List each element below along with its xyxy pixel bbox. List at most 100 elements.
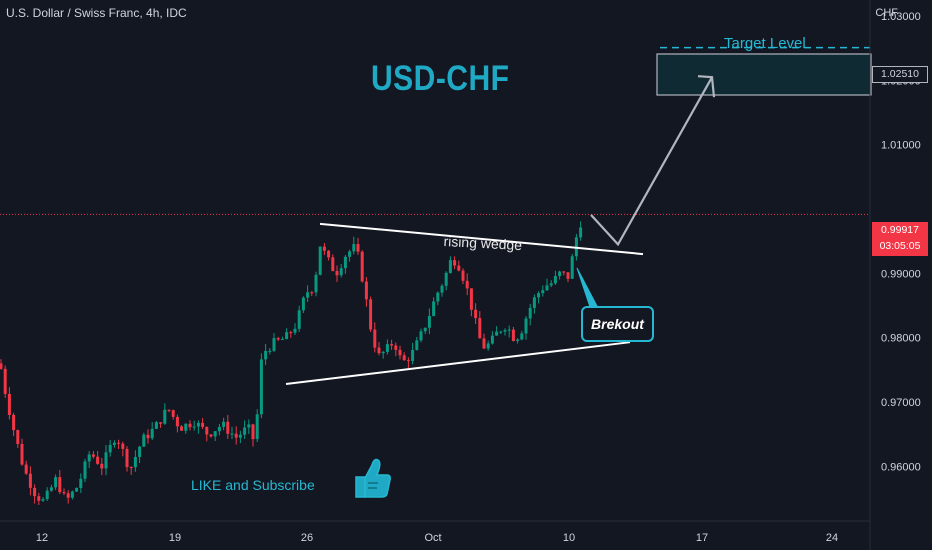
- candle-body: [175, 416, 179, 427]
- candle-body: [289, 332, 293, 334]
- bar-countdown: 03:05:05: [879, 240, 921, 252]
- candle-body: [104, 452, 108, 469]
- candle-body: [7, 393, 11, 415]
- candle-body: [369, 299, 373, 330]
- candle-body: [314, 274, 318, 293]
- candle-body: [75, 488, 79, 492]
- lines-layer: [0, 46, 872, 385]
- candle-body: [411, 349, 415, 361]
- candle-body: [192, 426, 196, 428]
- candle-body: [62, 492, 66, 494]
- projection-path: [590, 76, 713, 247]
- candle-body: [154, 422, 158, 429]
- candle-body: [444, 272, 448, 286]
- candle-body: [276, 338, 280, 340]
- candle-body: [490, 335, 494, 344]
- candle-body: [406, 360, 410, 362]
- candle-body: [251, 424, 255, 440]
- thumbs-up-icon: [352, 455, 394, 506]
- candle-body: [381, 351, 385, 354]
- candle-body: [280, 339, 284, 341]
- candle-body: [201, 422, 205, 427]
- candle-body: [163, 409, 167, 424]
- candle-body: [503, 330, 507, 332]
- candle-body: [511, 329, 515, 341]
- candle-body: [553, 276, 557, 284]
- candle-body: [574, 237, 578, 257]
- candle-body: [293, 328, 297, 333]
- candle-body: [217, 426, 221, 432]
- last-price-value: 0.99917: [881, 224, 919, 236]
- candle-body: [541, 290, 545, 294]
- candle-body: [474, 309, 478, 319]
- candle-body: [377, 347, 381, 354]
- time-tick-label: Oct: [424, 532, 441, 544]
- candle-body: [440, 285, 444, 293]
- candle-body: [364, 281, 368, 300]
- candle-body: [100, 463, 104, 469]
- last-price-tag: 0.99917 03:05:05: [872, 222, 928, 256]
- candle-body: [45, 490, 49, 500]
- candle-body: [226, 421, 230, 434]
- candle-body: [385, 344, 389, 352]
- candle-body: [188, 423, 192, 428]
- candle-body: [562, 271, 566, 273]
- target-price-tag: 1.02510: [872, 66, 928, 83]
- candle-body: [268, 350, 272, 352]
- candle-body: [453, 260, 457, 266]
- candle-body: [167, 409, 171, 411]
- candle-body: [570, 256, 574, 279]
- candle-body: [285, 332, 289, 340]
- candle-body: [432, 301, 436, 317]
- candle-body: [133, 456, 137, 468]
- candle-body: [457, 265, 461, 271]
- candle-body: [348, 251, 352, 257]
- candle-body: [238, 434, 242, 438]
- candle-body: [129, 467, 133, 469]
- candle-body: [394, 345, 398, 350]
- candle-body: [58, 477, 62, 493]
- candle-body: [180, 426, 184, 431]
- candle-body: [49, 487, 53, 491]
- candle-body: [83, 461, 87, 479]
- candle-body: [520, 333, 524, 340]
- candle-body: [423, 327, 427, 332]
- price-tick-label: 1.01000: [881, 140, 921, 152]
- candle-body: [495, 331, 499, 336]
- candle-body: [558, 271, 562, 277]
- candle-body: [159, 422, 163, 424]
- candle-body: [91, 454, 95, 457]
- wedge-lower-line: [285, 341, 631, 385]
- candle-body: [87, 454, 91, 462]
- candle-body: [264, 350, 268, 360]
- time-tick-label: 10: [563, 532, 575, 544]
- candle-body: [343, 256, 347, 269]
- candle-body: [146, 434, 150, 439]
- candle-body: [79, 478, 83, 489]
- price-tick-label: 0.99000: [881, 268, 921, 280]
- candle-body: [516, 339, 520, 341]
- candle-body: [301, 297, 305, 311]
- candle-body: [205, 426, 209, 435]
- candle-body: [486, 343, 490, 349]
- candle-body: [398, 349, 402, 356]
- candle-body: [33, 487, 37, 497]
- candle-body: [108, 444, 112, 453]
- candle-body: [196, 422, 200, 427]
- candle-body: [356, 244, 360, 252]
- time-tick-label: 17: [696, 532, 708, 544]
- axis-currency-label: CHF: [875, 7, 898, 19]
- candles-layer: [0, 221, 583, 505]
- candle-body: [24, 464, 28, 474]
- candle-body: [3, 368, 7, 394]
- price-tick-label: 0.98000: [881, 333, 921, 345]
- candle-body: [507, 329, 511, 331]
- symbol-title: U.S. Dollar / Swiss Franc, 4h, IDC: [6, 6, 187, 20]
- candle-body: [549, 283, 553, 286]
- candle-body: [436, 292, 440, 302]
- candle-body: [339, 268, 343, 276]
- candle-body: [327, 250, 331, 258]
- target-level-box: [656, 53, 872, 96]
